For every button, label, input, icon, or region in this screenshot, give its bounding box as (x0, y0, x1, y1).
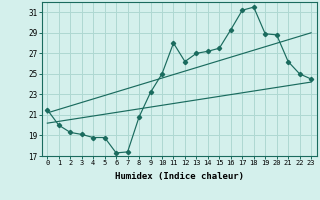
X-axis label: Humidex (Indice chaleur): Humidex (Indice chaleur) (115, 172, 244, 181)
